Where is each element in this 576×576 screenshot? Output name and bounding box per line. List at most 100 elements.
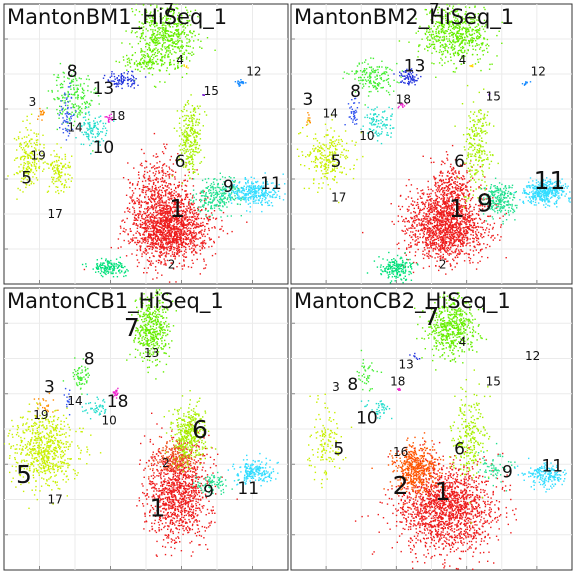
scatter-point: [177, 230, 179, 233]
scatter-point: [133, 83, 135, 85]
scatter-point: [159, 246, 162, 248]
scatter-point: [22, 120, 24, 122]
scatter-point: [172, 268, 175, 270]
scatter-point: [165, 225, 167, 227]
scatter-point: [143, 61, 145, 63]
scatter-point: [159, 185, 161, 188]
scatter-point: [163, 225, 166, 227]
scatter-point: [24, 162, 27, 165]
scatter-point: [13, 137, 16, 140]
cluster-label: 9: [223, 177, 234, 197]
scatter-point: [36, 144, 38, 146]
scatter-point: [146, 208, 148, 210]
scatter-point: [59, 176, 62, 179]
scatter-point: [26, 129, 29, 131]
cluster-label: 4: [176, 53, 184, 67]
scatter-point: [252, 198, 255, 201]
scatter-point: [30, 164, 32, 166]
scatter-point: [189, 45, 191, 48]
scatter-point: [184, 190, 186, 192]
scatter-point: [241, 82, 243, 84]
scatter-point: [228, 186, 231, 189]
scatter-point: [138, 177, 140, 179]
scatter-point: [153, 33, 156, 35]
cluster-label: 3: [29, 95, 37, 109]
scatter-point: [225, 192, 227, 194]
scatter-point: [196, 169, 198, 171]
scatter-point: [157, 37, 159, 39]
scatter-point: [122, 219, 124, 221]
scatter-point: [140, 148, 143, 151]
scatter-point: [170, 208, 172, 210]
scatter-point: [141, 201, 143, 203]
scatter-point: [31, 165, 33, 167]
scatter-point: [73, 120, 76, 123]
scatter-point: [165, 17, 168, 19]
scatter-point: [146, 61, 149, 63]
scatter-point: [266, 195, 269, 197]
scatter-point: [104, 269, 106, 271]
scatter-point: [141, 255, 143, 258]
scatter-point: [189, 24, 192, 26]
scatter-point: [169, 210, 171, 212]
scatter-point: [192, 262, 194, 264]
scatter-point: [202, 204, 204, 206]
scatter-point: [252, 186, 255, 188]
scatter-point: [188, 119, 190, 122]
scatter-point: [174, 4, 176, 5]
scatter-point: [168, 187, 170, 189]
cluster-label: 12: [246, 64, 261, 78]
scatter-point: [150, 20, 152, 22]
scatter-point: [406, 220, 409, 223]
scatter-point: [201, 235, 204, 237]
scatter-point: [109, 76, 111, 78]
scatter-point: [195, 232, 197, 234]
scatter-point: [156, 31, 159, 33]
scatter-point: [166, 47, 168, 49]
scatter-point: [188, 168, 190, 171]
scatter-point: [192, 245, 194, 247]
scatter-point: [158, 29, 160, 31]
scatter-point: [143, 218, 146, 220]
scatter-point: [172, 174, 174, 176]
scatter-point: [170, 243, 172, 246]
scatter-point: [108, 118, 110, 121]
scatter-point: [160, 230, 162, 232]
scatter-point: [185, 144, 187, 147]
scatter-point: [175, 227, 177, 229]
scatter-point: [171, 42, 174, 44]
scatter-point: [165, 237, 168, 239]
scatter-point: [144, 55, 146, 57]
scatter-point: [173, 223, 175, 225]
scatter-point: [152, 20, 154, 22]
scatter-point: [181, 55, 183, 57]
scatter-point: [192, 185, 195, 187]
scatter-point: [178, 135, 181, 137]
scatter-point: [66, 118, 68, 121]
scatter-point: [186, 19, 188, 22]
scatter-point: [258, 199, 260, 202]
cluster-label: 11: [260, 174, 282, 194]
scatter-point: [61, 171, 63, 173]
scatter-point: [117, 85, 119, 88]
scatter-point: [198, 151, 201, 153]
scatter-point: [163, 222, 165, 225]
scatter-point: [138, 240, 141, 242]
scatter-point: [170, 184, 172, 186]
scatter-point: [194, 132, 196, 134]
scatter-point: [162, 243, 164, 245]
scatter-point: [195, 139, 197, 141]
scatter-point: [183, 150, 185, 152]
scatter-point: [102, 267, 104, 269]
scatter-point: [180, 243, 182, 245]
scatter-point: [170, 247, 172, 249]
scatter-point: [463, 238, 465, 241]
scatter-point: [170, 10, 172, 13]
scatter-point: [163, 172, 165, 174]
scatter-point: [54, 180, 56, 183]
scatter-point: [175, 231, 178, 233]
scatter-point: [257, 187, 259, 189]
scatter-point: [173, 220, 175, 223]
scatter-point: [165, 251, 168, 253]
scatter-point: [450, 203, 453, 205]
